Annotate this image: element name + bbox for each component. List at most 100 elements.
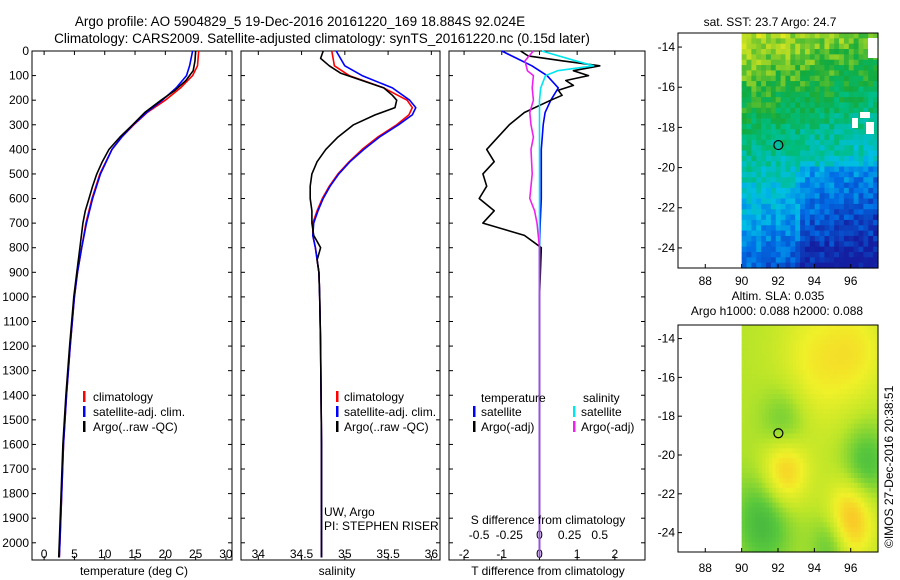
sla-cell (809, 379, 814, 385)
sst-cell (863, 262, 869, 269)
sla-cell (775, 349, 780, 356)
sst-cell (770, 230, 777, 237)
sst-cell (785, 102, 791, 109)
sla-cell (867, 408, 872, 415)
sla-cell (758, 413, 763, 420)
sst-cell (804, 166, 811, 173)
sst-cell (843, 155, 850, 162)
sla-cell (789, 517, 794, 523)
sst-cell (853, 65, 860, 71)
sst-cell (765, 81, 772, 88)
sst-cell (804, 65, 811, 71)
sla-cell (789, 522, 794, 528)
map-lat-tick-label: -22 (658, 487, 676, 501)
sla-cell (816, 517, 821, 523)
sst-cell (824, 187, 830, 194)
sla-cell (775, 532, 780, 538)
sla-cell (748, 487, 753, 494)
sst-cell (843, 193, 850, 200)
sla-cell (758, 448, 763, 454)
depth-tick-label: 800 (9, 241, 29, 255)
sst-cell (858, 150, 864, 157)
sla-cell (857, 433, 862, 440)
sla-cell (837, 448, 842, 454)
sst-cell (809, 118, 816, 125)
sla-cell (806, 507, 811, 514)
sla-cell (779, 389, 784, 395)
sla-cell (854, 418, 859, 425)
sla-cell (843, 448, 848, 454)
sst-cell (809, 241, 816, 248)
sst-cell (804, 198, 811, 205)
sla-cell (782, 517, 787, 523)
sst-cell (848, 198, 855, 205)
sst-cell (756, 235, 762, 242)
sla-cell (765, 502, 770, 509)
sla-cell (816, 339, 821, 346)
sst-cell (785, 262, 791, 269)
sla-cell (874, 443, 879, 449)
sla-cell (867, 458, 872, 464)
sst-cell (741, 235, 748, 242)
sst-cell (756, 97, 762, 104)
sla-cell (789, 344, 794, 351)
sst-cell (756, 230, 762, 237)
sla-cell (864, 448, 869, 454)
sla-cell (779, 512, 784, 519)
sla-cell (843, 482, 848, 489)
sla-cell (854, 492, 859, 499)
sla-cell (867, 532, 872, 538)
sla-cell (837, 394, 842, 400)
sla-cell (768, 532, 773, 538)
sst-cell (848, 193, 855, 200)
sst-cell (765, 123, 772, 130)
sla-cell (837, 389, 842, 395)
difference-s-tick-label: 0.25 (558, 528, 582, 542)
sla-cell (775, 403, 780, 410)
sla-cell (741, 369, 746, 375)
sla-cell (843, 438, 848, 445)
sla-cell (820, 423, 825, 430)
sst-cell (843, 214, 850, 221)
sst-cell (770, 150, 777, 157)
sla-cell (847, 329, 852, 336)
sla-cell (820, 463, 825, 469)
sst-cell (814, 97, 821, 104)
sla-cell (813, 477, 818, 484)
sst-cell (751, 257, 757, 264)
sla-cell (751, 512, 756, 519)
sst-cell (756, 150, 762, 157)
sst-cell (741, 75, 748, 82)
sla-cell (816, 492, 821, 499)
difference-x-label: T difference from climatology (471, 564, 625, 578)
sla-cell (823, 463, 828, 469)
sla-cell (765, 537, 770, 543)
sla-cell (809, 507, 814, 514)
sst-cell (790, 38, 796, 45)
sla-cell (751, 507, 756, 514)
sla-cell (830, 384, 835, 390)
sst-cell (800, 59, 806, 66)
sst-cell (761, 219, 767, 226)
sla-cell (803, 334, 808, 341)
sst-cell (741, 123, 748, 130)
sst-cell (868, 219, 874, 226)
sst-cell (780, 193, 787, 200)
sla-cell (796, 379, 801, 385)
sla-cell (820, 325, 825, 331)
sst-cell (775, 209, 782, 216)
sst-cell (839, 97, 845, 104)
sst-cell (809, 257, 816, 264)
sla-cell (765, 369, 770, 375)
temperature-x-label: temperature (deg C) (80, 564, 188, 578)
sst-cell (834, 262, 840, 269)
sla-cell (758, 497, 763, 504)
sla-cell (806, 408, 811, 415)
sst-cell (868, 225, 874, 232)
sst-cell (804, 97, 811, 104)
sla-cell (867, 334, 872, 341)
sst-cell (848, 209, 855, 216)
sst-cell (868, 257, 874, 264)
sla-cell (816, 364, 821, 371)
sst-cell (775, 91, 782, 98)
